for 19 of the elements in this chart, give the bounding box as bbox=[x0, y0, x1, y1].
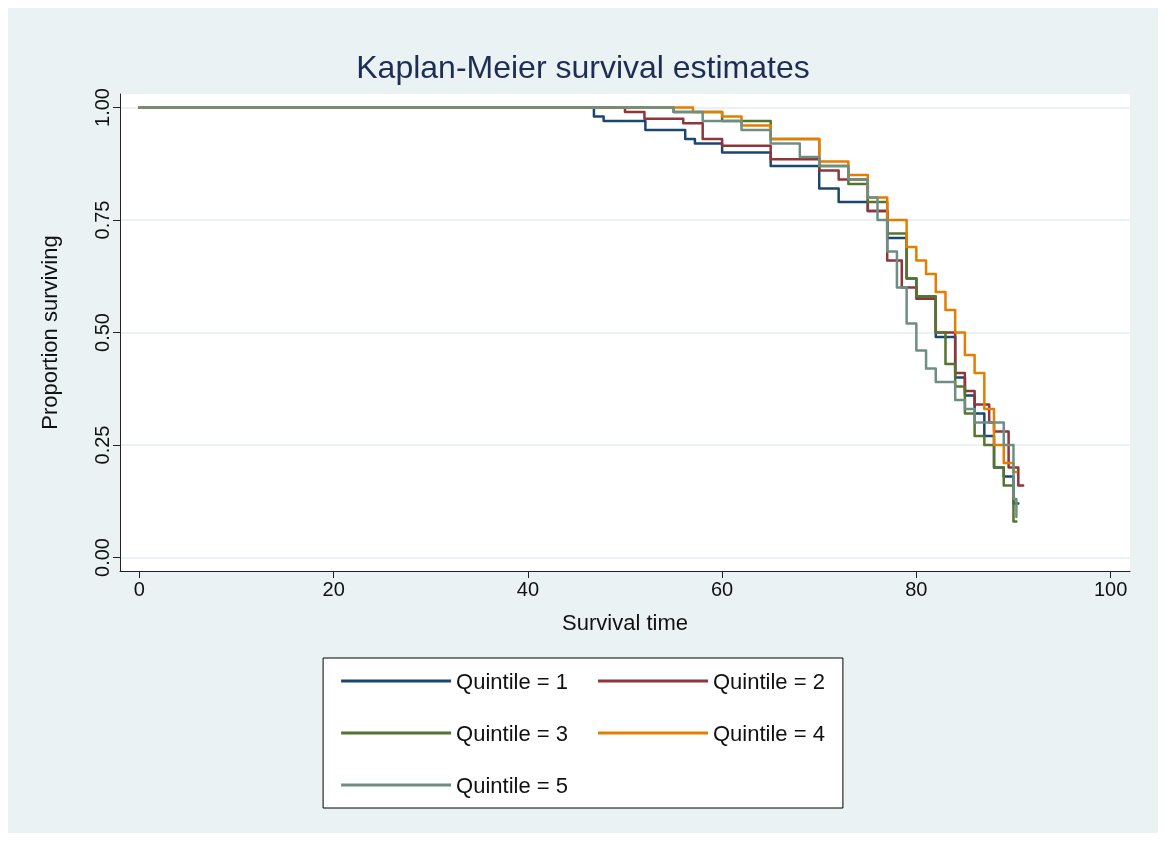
x-tick-label: 0 bbox=[133, 578, 145, 600]
x-tick-label: 80 bbox=[905, 578, 928, 600]
x-tick-label: 40 bbox=[516, 578, 540, 600]
x-axis-title: Survival time bbox=[562, 609, 688, 635]
y-tick-label: 1.00 bbox=[91, 88, 113, 127]
y-axis-title: Proportion surviving bbox=[36, 235, 62, 430]
x-tick-label: 100 bbox=[1093, 578, 1128, 600]
x-tick-label: 60 bbox=[710, 578, 734, 600]
legend-label: Quintile = 2 bbox=[713, 668, 825, 694]
legend-label: Quintile = 3 bbox=[456, 720, 568, 746]
y-tick-label: 0.50 bbox=[91, 313, 113, 352]
y-tick-label: 0.00 bbox=[91, 538, 113, 577]
y-tick-label: 0.25 bbox=[91, 425, 113, 465]
legend-label: Quintile = 1 bbox=[456, 668, 568, 694]
chart-title: Kaplan-Meier survival estimates bbox=[356, 49, 810, 85]
legend-label: Quintile = 5 bbox=[456, 772, 568, 798]
y-tick-label: 0.75 bbox=[91, 200, 113, 240]
legend-label: Quintile = 4 bbox=[713, 720, 825, 746]
x-tick-label: 20 bbox=[322, 578, 345, 600]
